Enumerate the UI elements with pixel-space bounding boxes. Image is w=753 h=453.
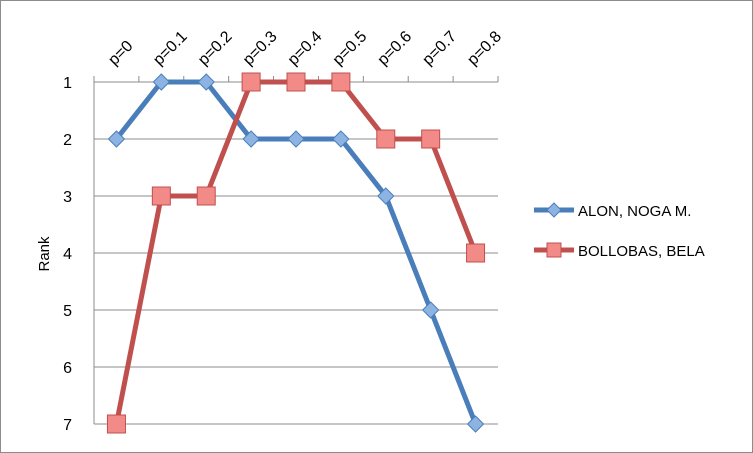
series-0-point bbox=[332, 130, 350, 148]
y-tick-label: 4 bbox=[63, 246, 72, 263]
y-tick-label: 7 bbox=[63, 417, 72, 434]
legend: ALON, NOGA M. BOLLOBAS, BELA bbox=[534, 202, 705, 260]
x-tick-label: p=0.2 bbox=[195, 28, 236, 69]
legend-label: ALON, NOGA M. bbox=[578, 203, 691, 220]
x-tick-label: p=0.7 bbox=[419, 28, 460, 69]
y-tick-label: 3 bbox=[63, 189, 72, 206]
series-1-point bbox=[331, 72, 351, 92]
x-tick-label: p=0 bbox=[105, 38, 136, 69]
y-tick-label: 2 bbox=[63, 132, 72, 149]
series-0-point bbox=[152, 73, 171, 91]
series-1-point bbox=[421, 129, 441, 149]
legend-label: BOLLOBAS, BELA bbox=[578, 243, 705, 260]
series-0-point bbox=[287, 130, 305, 148]
series-1-point bbox=[106, 414, 126, 434]
series-0-point bbox=[377, 187, 395, 205]
series-1-point bbox=[196, 186, 216, 206]
series-1-point bbox=[286, 72, 306, 92]
series-0-point bbox=[197, 73, 215, 91]
y-tick-label: 6 bbox=[63, 360, 72, 377]
series-0-point bbox=[466, 415, 485, 433]
y-tick-label: 1 bbox=[63, 75, 72, 92]
series-1-point bbox=[151, 186, 171, 206]
x-tick-label: p=0.3 bbox=[240, 28, 281, 69]
x-tick-label: p=0.5 bbox=[330, 28, 371, 69]
legend-item-1: BOLLOBAS, BELA bbox=[534, 242, 705, 260]
x-tick-label: p=0.6 bbox=[375, 28, 416, 69]
series-0-point bbox=[107, 130, 126, 148]
series-layer bbox=[106, 72, 486, 434]
series-1-point bbox=[241, 72, 261, 92]
legend-marker bbox=[546, 242, 562, 258]
legend-item-0: ALON, NOGA M. bbox=[534, 202, 691, 220]
y-tick-labels: 1 2 3 4 5 6 7 bbox=[63, 75, 72, 434]
series-1-point bbox=[466, 243, 486, 263]
x-tick-labels: p=0 p=0.1 p=0.2 p=0.3 p=0.4 p=0.5 p=0.6 p=0.7 p=… bbox=[105, 28, 505, 69]
x-tick-label: p=0.4 bbox=[285, 28, 326, 69]
legend-marker bbox=[546, 202, 562, 218]
x-tick-label: p=0.1 bbox=[150, 28, 191, 69]
axes bbox=[93, 76, 499, 424]
series-0-point bbox=[421, 301, 440, 319]
y-tick-label: 5 bbox=[63, 303, 72, 320]
x-tick-label: p=0.8 bbox=[464, 28, 505, 69]
series-0-point bbox=[242, 130, 260, 148]
series-1-point bbox=[376, 129, 396, 149]
y-axis-title: Rank bbox=[36, 236, 53, 272]
